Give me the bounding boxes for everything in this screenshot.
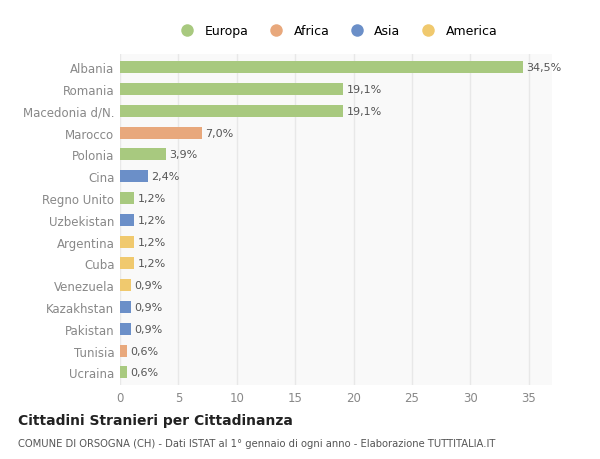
Text: 1,2%: 1,2% xyxy=(137,259,166,269)
Bar xyxy=(120,345,127,357)
Text: 0,6%: 0,6% xyxy=(131,368,158,377)
Bar xyxy=(120,323,131,335)
Bar xyxy=(120,62,523,74)
Bar xyxy=(120,84,343,96)
Text: 7,0%: 7,0% xyxy=(205,129,233,138)
Legend: Europa, Africa, Asia, America: Europa, Africa, Asia, America xyxy=(171,22,501,42)
Text: 3,9%: 3,9% xyxy=(169,150,197,160)
Text: 0,6%: 0,6% xyxy=(131,346,158,356)
Bar xyxy=(120,106,343,118)
Text: 1,2%: 1,2% xyxy=(137,194,166,204)
Bar xyxy=(120,236,134,248)
Bar xyxy=(120,149,166,161)
Bar xyxy=(120,128,202,140)
Bar xyxy=(120,280,131,291)
Bar xyxy=(120,171,148,183)
Text: 34,5%: 34,5% xyxy=(526,63,562,73)
Bar xyxy=(120,193,134,205)
Text: Cittadini Stranieri per Cittadinanza: Cittadini Stranieri per Cittadinanza xyxy=(18,414,293,428)
Bar xyxy=(120,367,127,379)
Text: 0,9%: 0,9% xyxy=(134,280,162,291)
Text: 19,1%: 19,1% xyxy=(347,106,382,117)
Bar xyxy=(120,258,134,270)
Text: 19,1%: 19,1% xyxy=(347,85,382,95)
Text: 2,4%: 2,4% xyxy=(152,172,180,182)
Text: 1,2%: 1,2% xyxy=(137,237,166,247)
Text: 0,9%: 0,9% xyxy=(134,302,162,312)
Text: COMUNE DI ORSOGNA (CH) - Dati ISTAT al 1° gennaio di ogni anno - Elaborazione TU: COMUNE DI ORSOGNA (CH) - Dati ISTAT al 1… xyxy=(18,438,496,448)
Text: 0,9%: 0,9% xyxy=(134,324,162,334)
Text: 1,2%: 1,2% xyxy=(137,215,166,225)
Bar xyxy=(120,214,134,226)
Bar xyxy=(120,301,131,313)
